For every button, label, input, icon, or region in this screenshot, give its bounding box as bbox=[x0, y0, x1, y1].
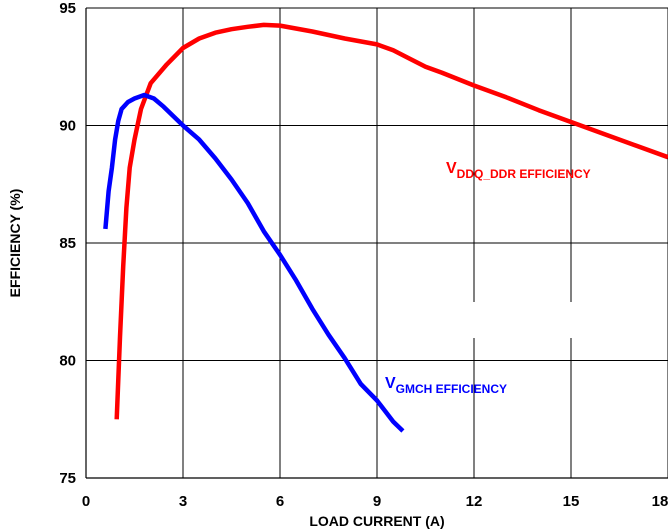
x-tick-label: 18 bbox=[652, 493, 668, 510]
grid-gaps bbox=[470, 302, 580, 338]
y-tick-label: 85 bbox=[59, 235, 76, 252]
series-label-vddq: VDDQ_DDR EFFICIENCY bbox=[446, 160, 591, 181]
series-label-vgmch-suffix: EFFICIENCY bbox=[432, 382, 507, 396]
x-axis-title: LOAD CURRENT (A) bbox=[309, 513, 444, 529]
y-axis-title: EFFICIENCY (%) bbox=[7, 189, 23, 298]
series-label-vddq-main: V bbox=[446, 160, 457, 177]
series-label-vddq-suffix: EFFICIENCY bbox=[516, 167, 591, 181]
series-label-vgmch: VGMCH EFFICIENCY bbox=[385, 375, 507, 396]
series-label-vddq-sub: DDQ_DDR bbox=[457, 167, 517, 181]
x-tick-label: 12 bbox=[466, 493, 483, 510]
x-tick-label: 0 bbox=[82, 493, 90, 510]
y-tick-label: 95 bbox=[59, 0, 76, 17]
x-tick-label: 6 bbox=[276, 493, 284, 510]
x-tick-label: 9 bbox=[373, 493, 381, 510]
tick-labels: 0 3 6 9 12 15 18 75 80 85 90 95 bbox=[59, 0, 668, 510]
x-tick-label: 3 bbox=[179, 493, 187, 510]
series-label-vgmch-sub: GMCH bbox=[396, 382, 433, 396]
y-tick-label: 75 bbox=[59, 470, 76, 487]
y-tick-label: 80 bbox=[59, 353, 76, 370]
series-label-vgmch-main: V bbox=[385, 375, 396, 392]
y-tick-label: 90 bbox=[59, 118, 76, 135]
series-lines bbox=[103, 22, 668, 433]
series-line-vddq bbox=[114, 22, 668, 420]
series-line-vgmch bbox=[103, 92, 405, 433]
x-tick-label: 15 bbox=[563, 493, 580, 510]
